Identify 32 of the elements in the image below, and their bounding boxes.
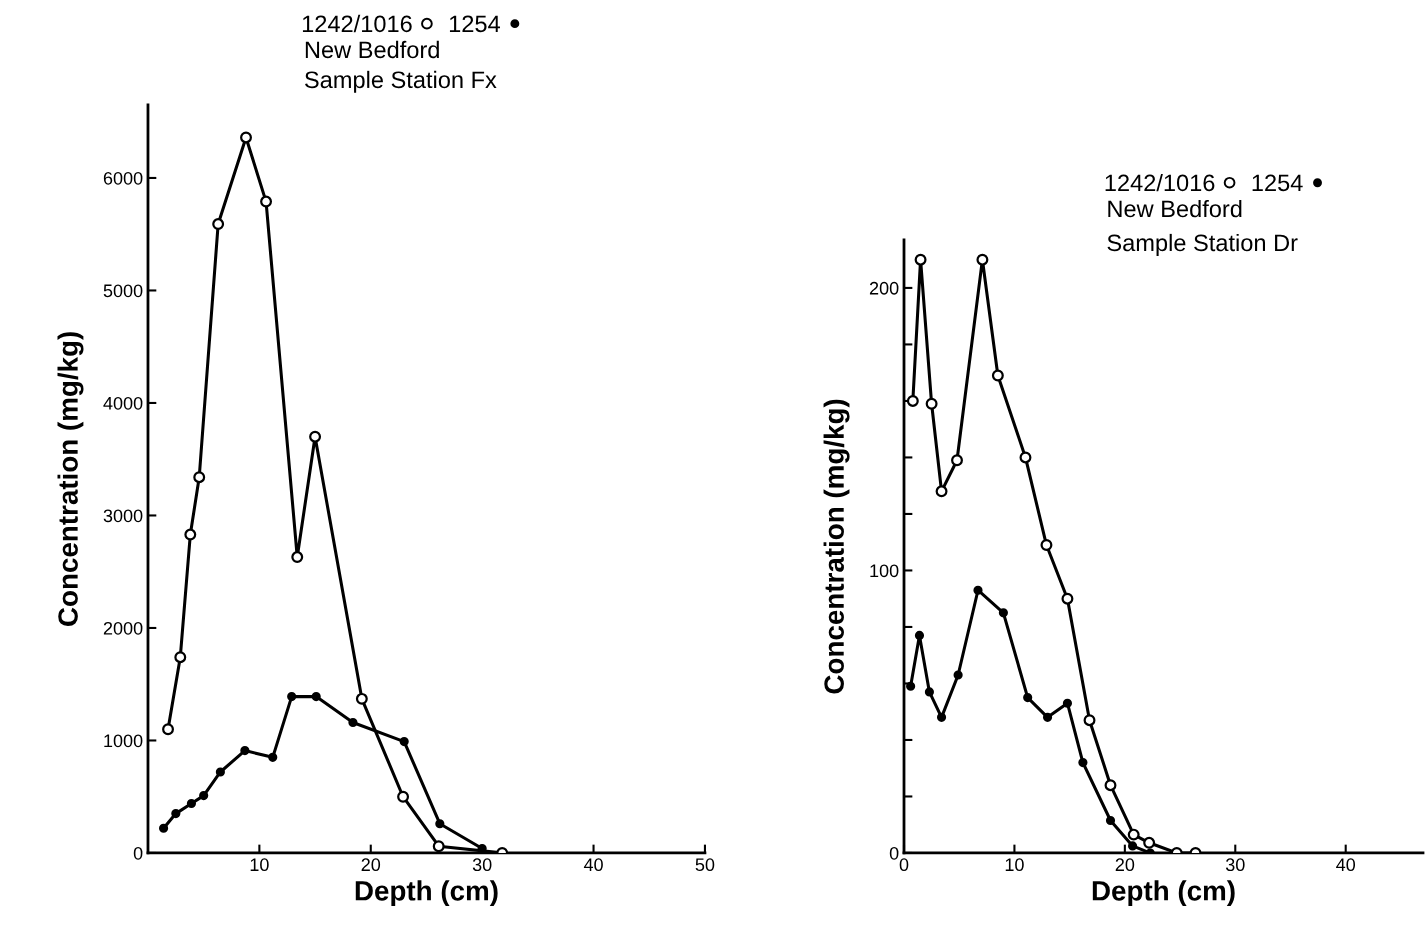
x-tick-label: 30 xyxy=(472,858,492,872)
y-tick-label: 0 xyxy=(889,846,899,860)
chart-subtitle: Sample Station Dr xyxy=(1107,233,1298,256)
x-tick-label: 20 xyxy=(361,858,381,872)
x-tick-label: 0 xyxy=(899,858,909,872)
chart-subtitle: Sample Station Fx xyxy=(305,70,497,93)
chart-title: New Bedford xyxy=(1108,199,1242,218)
x-tick-label: 40 xyxy=(583,858,603,872)
y-tick-label: 1000 xyxy=(104,734,143,748)
y-axis-title: Concentration (mg/kg) xyxy=(823,399,850,694)
y-tick-label: 2000 xyxy=(103,621,143,635)
y-tick-label: 4000 xyxy=(103,396,143,410)
chart-title: New Bedford xyxy=(305,40,439,59)
x-tick-label: 30 xyxy=(1225,858,1245,872)
x-tick-label: 20 xyxy=(1115,858,1135,872)
y-tick-label: 0 xyxy=(133,846,143,860)
y-tick-label: 6000 xyxy=(103,171,143,185)
y-axis-title: Concentration (mg/kg) xyxy=(57,332,84,626)
y-tick-label: 5000 xyxy=(103,284,143,298)
legend-label: 1254 xyxy=(449,15,500,33)
x-tick-label: 10 xyxy=(1005,858,1024,872)
y-tick-label: 200 xyxy=(869,281,899,295)
legend-label: 1242/1016 xyxy=(1105,173,1215,192)
legend-label: 1254 xyxy=(1252,174,1303,192)
y-tick-label: 3000 xyxy=(103,509,143,523)
x-axis-title: Depth (cm) xyxy=(355,880,498,907)
y-tick-label: 100 xyxy=(870,564,899,578)
x-tick-label: 50 xyxy=(695,858,715,872)
x-axis-title: Depth (cm) xyxy=(1092,880,1235,907)
x-tick-label: 40 xyxy=(1336,858,1356,872)
x-tick-label: 10 xyxy=(250,858,269,872)
legend-label: 1242/1016 xyxy=(302,14,412,33)
